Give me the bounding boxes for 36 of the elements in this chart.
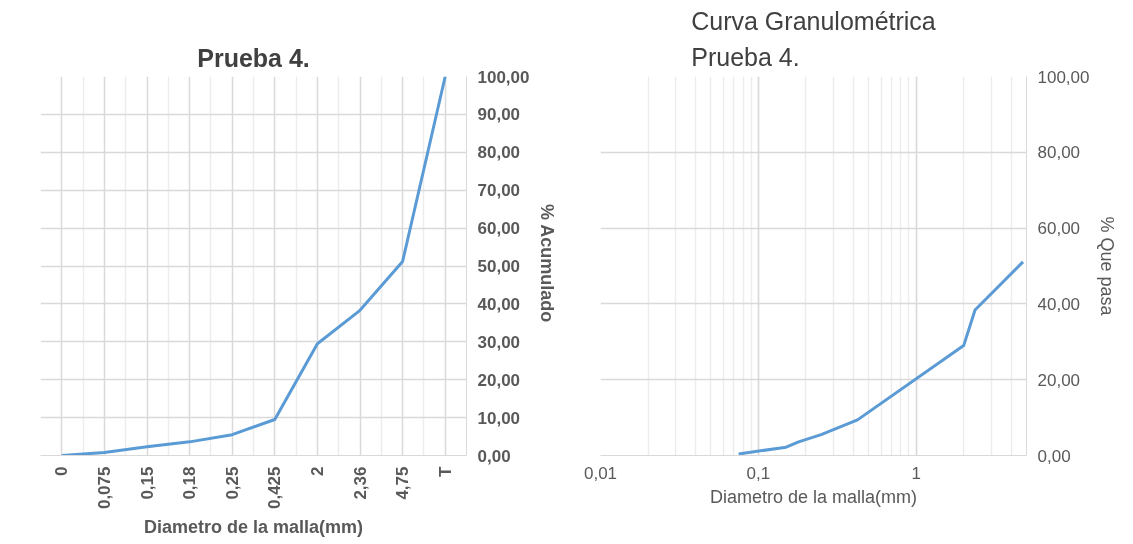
- x-tick-label: 0,18: [180, 466, 200, 500]
- y-tick-label: 80,00: [477, 143, 521, 163]
- y-tick-label: 40,00: [1037, 294, 1081, 314]
- y-tick-label: 30,00: [477, 332, 521, 352]
- x-tick-label: 1: [911, 463, 921, 483]
- y-axis-title: % Acumulado: [537, 203, 558, 323]
- y-tick-label: 100,00: [477, 67, 530, 87]
- x-tick-label: T: [435, 465, 455, 477]
- x-tick-label: 4,75: [393, 466, 413, 500]
- x-tick-label: 0,425: [265, 466, 285, 510]
- y-tick-label: 0,00: [477, 446, 511, 466]
- y-axis-title: % Que pasa: [1097, 216, 1118, 317]
- y-tick-label: 20,00: [477, 370, 521, 390]
- y-tick-label: 20,00: [1037, 370, 1081, 390]
- x-axis-title: Diametro de la malla(mm): [709, 486, 918, 507]
- x-tick-label: 0,15: [137, 466, 157, 500]
- chart-title: Curva Granulométrica Prueba 4.: [691, 7, 936, 72]
- x-tick-label: 2,36: [350, 466, 370, 500]
- y-tick-label: 100,00: [1037, 67, 1090, 87]
- y-tick-label: 0,00: [1037, 446, 1071, 466]
- x-tick-label: 2: [307, 466, 327, 476]
- x-tick-label: 0,25: [222, 466, 242, 500]
- x-tick-label: 0,075: [94, 466, 114, 510]
- y-tick-label: 60,00: [1037, 219, 1081, 239]
- y-tick-label: 90,00: [477, 105, 521, 125]
- x-axis-title: Diametro de la malla(mm): [143, 517, 364, 538]
- y-tick-label: 10,00: [477, 408, 521, 428]
- x-tick-label: 0,01: [583, 463, 618, 483]
- y-tick-label: 50,00: [477, 257, 521, 276]
- y-tick-label: 40,00: [477, 294, 521, 314]
- y-tick-label: 60,00: [477, 219, 521, 239]
- x-tick-label: 0: [52, 466, 72, 476]
- x-tick-label: 0,1: [746, 463, 771, 483]
- y-tick-label: 70,00: [477, 181, 521, 201]
- y-tick-label: 80,00: [1037, 143, 1081, 163]
- chart-title: Prueba 4.: [197, 43, 310, 72]
